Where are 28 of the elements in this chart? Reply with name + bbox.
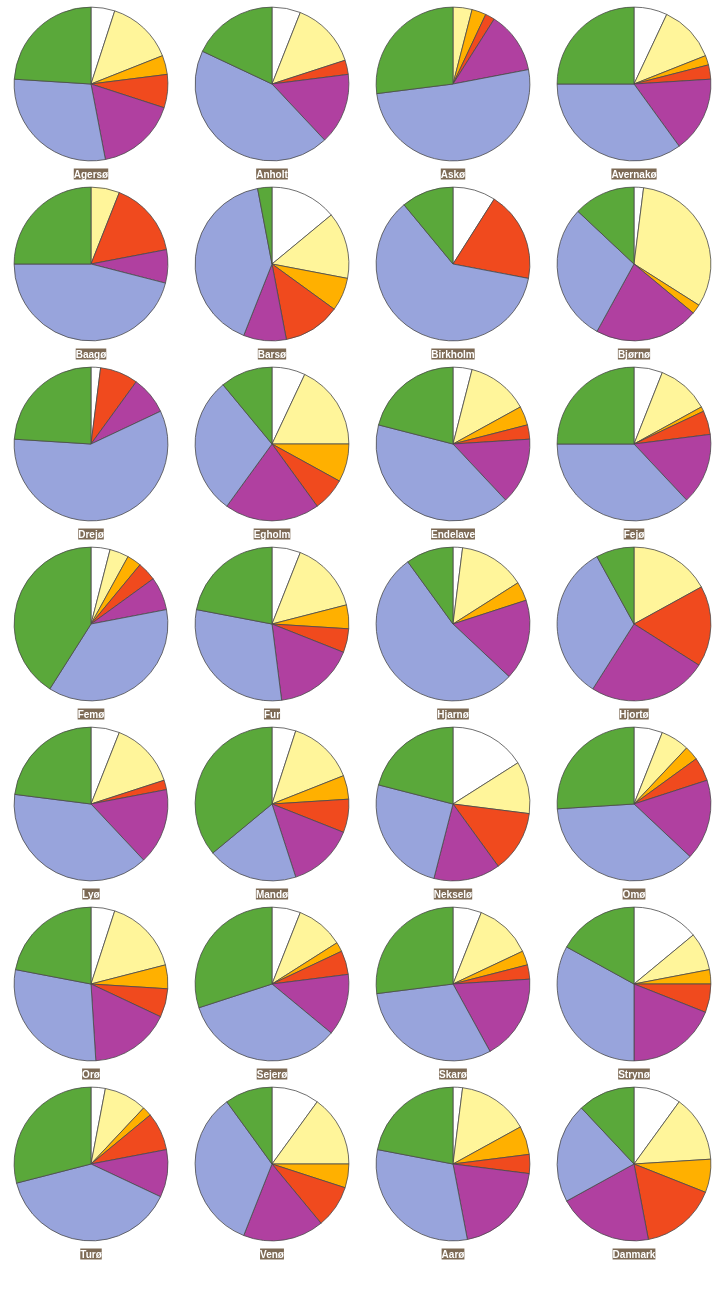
text: Endelave — [431, 528, 476, 540]
text: Orø — [82, 1068, 101, 1080]
text: Egholm — [253, 528, 291, 540]
text: Hjortø — [619, 708, 650, 720]
text: Baagø — [75, 348, 108, 360]
text: Fur — [263, 708, 281, 720]
text: Agersø — [73, 168, 110, 180]
text: Fejø — [623, 528, 646, 540]
text: Turø — [80, 1248, 103, 1260]
text: Venø — [260, 1248, 285, 1260]
text: Anholt — [256, 168, 289, 180]
text: Femø — [77, 708, 106, 720]
text: Lyø — [82, 888, 101, 900]
text: Skarø — [439, 1068, 468, 1080]
text: Strynø — [618, 1068, 651, 1080]
text: Askø — [440, 168, 467, 180]
text: Avernakø — [611, 168, 658, 180]
text: Aarø — [441, 1248, 466, 1260]
text: Bjørnø — [617, 348, 651, 360]
text: Danmark — [612, 1248, 656, 1260]
text: Birkholm — [431, 348, 475, 360]
text: Barsø — [257, 348, 288, 360]
text: Omø — [622, 888, 647, 900]
text: Mandø — [255, 888, 289, 900]
text: Hjarnø — [437, 708, 470, 720]
text: Drejø — [78, 528, 105, 540]
text: Nekselø — [433, 888, 474, 900]
text: Sejerø — [256, 1068, 289, 1080]
